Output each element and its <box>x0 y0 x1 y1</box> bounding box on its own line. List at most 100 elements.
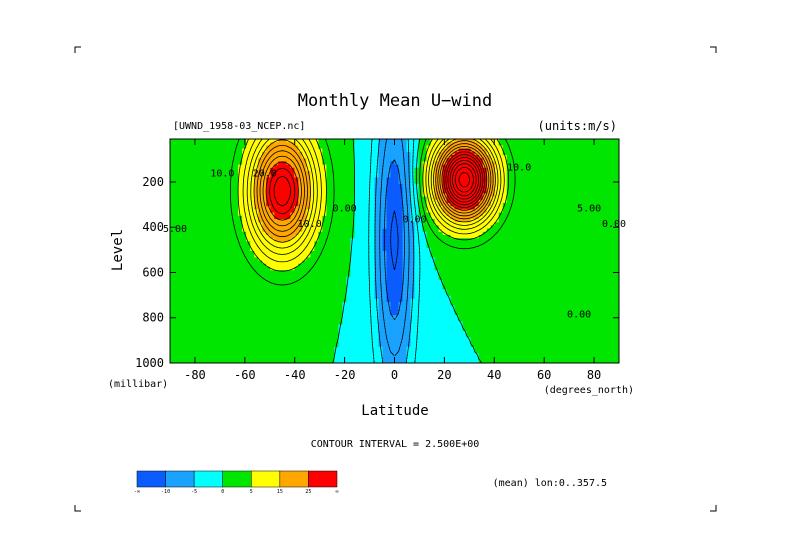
field-cell <box>318 241 323 246</box>
field-cell <box>518 183 524 188</box>
field-cell <box>426 254 432 258</box>
field-cell <box>290 199 295 204</box>
field-cell <box>454 231 460 236</box>
field-cell <box>338 145 343 150</box>
field-cell <box>410 215 416 220</box>
field-cell <box>354 212 359 217</box>
field-cell <box>614 215 620 220</box>
field-cell <box>246 273 251 278</box>
field-cell <box>450 235 456 239</box>
field-cell <box>478 139 484 143</box>
field-cell <box>218 187 223 191</box>
field-cell <box>614 222 620 226</box>
field-cell <box>450 244 456 249</box>
field-cell <box>178 222 183 226</box>
field-cell <box>250 279 255 284</box>
field-cell <box>402 145 408 150</box>
field-cell <box>174 225 179 230</box>
field-cell <box>294 174 299 178</box>
field-cell <box>330 273 335 278</box>
field-cell <box>570 260 576 265</box>
field-cell <box>438 196 444 201</box>
field-cell <box>246 228 251 233</box>
field-cell <box>262 193 267 198</box>
field-cell <box>194 215 199 220</box>
field-cell <box>582 190 588 194</box>
field-cell <box>310 215 315 220</box>
field-cell <box>578 151 584 156</box>
field-cell <box>186 174 191 178</box>
field-cell <box>514 270 520 274</box>
field-cell <box>214 183 219 188</box>
field-cell <box>474 219 480 223</box>
field-cell <box>374 235 379 239</box>
field-cell <box>214 254 219 258</box>
field-cell <box>570 155 576 159</box>
field-cell <box>358 206 363 210</box>
field-cell <box>338 231 343 236</box>
field-cell <box>254 267 259 271</box>
field-cell <box>602 251 608 255</box>
field-cell <box>374 219 379 223</box>
field-cell <box>562 219 568 223</box>
field-cell <box>574 187 580 191</box>
field-cell <box>550 254 556 258</box>
field-cell <box>270 155 275 159</box>
field-cell <box>194 231 199 236</box>
field-cell <box>518 161 524 166</box>
field-cell <box>554 148 560 153</box>
field-cell <box>598 244 604 249</box>
field-cell <box>210 279 215 284</box>
field-cell <box>294 190 299 194</box>
field-cell <box>506 260 512 265</box>
field-cell <box>446 247 452 252</box>
field-cell <box>206 155 211 159</box>
field-cell <box>558 155 564 159</box>
field-cell <box>270 244 275 249</box>
field-cell <box>414 276 420 281</box>
field-cell <box>226 164 231 169</box>
field-cell <box>222 145 227 150</box>
field-cell <box>486 263 492 268</box>
field-cell <box>514 190 520 194</box>
field-cell <box>514 247 520 252</box>
field-cell <box>314 225 319 230</box>
field-cell <box>522 212 528 217</box>
field-cell <box>386 215 391 220</box>
field-cell <box>538 212 544 217</box>
field-cell <box>334 257 339 262</box>
field-cell <box>534 209 540 214</box>
field-cell <box>514 257 520 262</box>
field-cell <box>374 158 379 162</box>
field-cell <box>210 164 215 169</box>
field-cell <box>390 235 395 239</box>
field-cell <box>546 270 552 274</box>
field-cell <box>450 228 456 233</box>
field-cell <box>594 142 600 146</box>
field-cell <box>190 209 195 214</box>
field-cell <box>318 171 323 175</box>
field-cell <box>218 231 223 236</box>
field-cell <box>470 260 476 265</box>
field-cell <box>598 199 604 204</box>
field-cell <box>506 251 512 255</box>
field-cell <box>602 219 608 223</box>
field-cell <box>202 206 207 210</box>
field-cell <box>330 148 335 153</box>
field-cell <box>478 219 484 223</box>
field-cell <box>510 148 516 153</box>
field-cell <box>278 225 283 230</box>
field-cell <box>222 164 227 169</box>
field-cell <box>454 244 460 249</box>
field-cell <box>574 139 580 143</box>
field-cell <box>294 276 299 281</box>
field-cell <box>330 257 335 262</box>
field-cell <box>478 263 484 268</box>
field-cell <box>214 235 219 239</box>
field-cell <box>354 219 359 223</box>
field-cell <box>330 276 335 281</box>
field-cell <box>466 215 472 220</box>
field-cell <box>422 235 428 239</box>
field-cell <box>346 158 351 162</box>
field-cell <box>594 244 600 249</box>
